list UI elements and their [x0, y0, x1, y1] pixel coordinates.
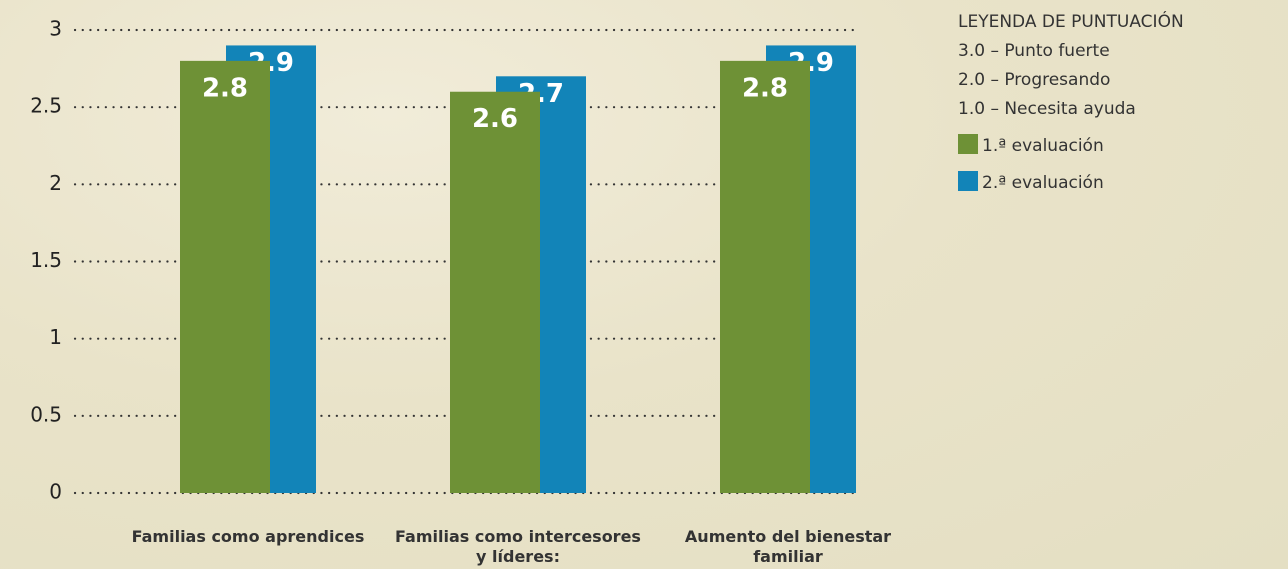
y-tick-label: 2 [49, 171, 62, 195]
x-tick-label: Familias como aprendices [123, 527, 373, 547]
score-key-item: 1.0 – Necesita ayuda [958, 95, 1184, 124]
bar [180, 61, 270, 493]
value-label: 2.8 [202, 73, 248, 103]
legend-item: 2.ª evaluación [958, 169, 1184, 198]
y-tick-label: 1 [49, 325, 62, 349]
x-tick-label: Familias como intercesores y líderes: [393, 527, 643, 567]
score-key-item: 3.0 – Punto fuerte [958, 37, 1184, 66]
legend-label: 2.ª evaluación [982, 173, 1104, 193]
legend-item: 1.ª evaluación [958, 132, 1184, 161]
legend: LEYENDA DE PUNTUACIÓN 3.0 – Punto fuerte… [958, 8, 1184, 198]
score-key-item: 2.0 – Progresando [958, 66, 1184, 95]
series-legend: 1.ª evaluación 2.ª evaluación [958, 132, 1184, 198]
value-label: 2.6 [472, 104, 518, 134]
y-tick-label: 2.5 [30, 94, 62, 118]
legend-swatch [958, 171, 978, 191]
legend-title: LEYENDA DE PUNTUACIÓN [958, 8, 1184, 37]
bar [450, 92, 540, 493]
legend-swatch [958, 134, 978, 154]
bar [720, 61, 810, 493]
value-label: 2.8 [742, 73, 788, 103]
y-tick-label: 3 [49, 17, 62, 41]
legend-label: 1.ª evaluación [982, 136, 1104, 156]
page: {"chart_data": {"type": "bar", "categori… [0, 0, 1288, 569]
y-tick-label: 1.5 [30, 248, 62, 272]
y-tick-label: 0 [49, 480, 62, 504]
y-tick-label: 0.5 [30, 402, 62, 426]
x-tick-label: Aumento del bienestar familiar [663, 527, 913, 567]
